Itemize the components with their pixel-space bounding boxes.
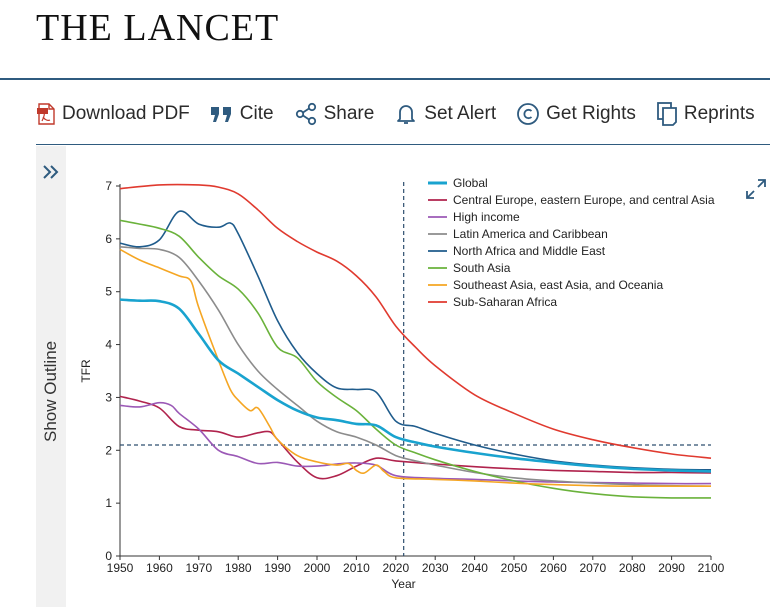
pdf-icon: [36, 103, 56, 125]
y-tick-label: 5: [105, 285, 112, 299]
series-line-sub-saharan-africa: [119, 183, 712, 459]
bell-icon: [394, 102, 418, 126]
x-tick-label: 2020: [382, 561, 409, 575]
x-tick-label: 1990: [264, 561, 291, 575]
legend-label: Global: [453, 176, 488, 190]
x-tick-label: 1960: [146, 561, 173, 575]
get-rights-button[interactable]: Get Rights: [516, 102, 636, 126]
legend-label: Sub-Saharan Africa: [453, 295, 557, 309]
set-alert-button[interactable]: Set Alert: [394, 102, 496, 126]
series-line-southeast-asia-east-asia-and-oceania: [119, 248, 711, 488]
series-line-global: [119, 298, 712, 473]
quote-icon: [210, 104, 234, 124]
download-pdf-label: Download PDF: [62, 103, 190, 124]
x-tick-label: 2000: [304, 561, 331, 575]
reprints-button[interactable]: Reprints: [656, 102, 755, 126]
x-tick-label: 2070: [579, 561, 606, 575]
x-tick-label: 1970: [185, 561, 212, 575]
double-chevron-right-icon[interactable]: [36, 160, 66, 186]
reprints-icon: [656, 102, 678, 126]
x-tick-label: 2100: [698, 561, 725, 575]
legend-label: Central Europe, eastern Europe, and cent…: [453, 193, 715, 207]
cite-button[interactable]: Cite: [210, 103, 274, 125]
share-label: Share: [323, 103, 375, 124]
legend-label: Latin America and Caribbean: [453, 227, 608, 241]
show-outline-toggle[interactable]: Show Outline: [41, 340, 60, 442]
download-pdf-button[interactable]: Download PDF: [36, 103, 190, 125]
article-toolbar: Download PDF Cite Share Set Alert Get Ri…: [36, 86, 770, 142]
expand-icon[interactable]: [745, 178, 767, 200]
site-logo[interactable]: THE LANCET: [36, 7, 280, 49]
x-tick-label: 2010: [343, 561, 370, 575]
toolbar-divider: [36, 144, 770, 145]
y-tick-label: 1: [105, 496, 112, 510]
outline-sidebar: Show Outline: [36, 146, 66, 607]
y-axis-label: TFR: [79, 359, 93, 383]
series-line-north-africa-and-middle-east: [119, 210, 712, 471]
legend-label: High income: [453, 210, 520, 224]
set-alert-label: Set Alert: [424, 103, 497, 124]
series-line-south-asia: [119, 219, 712, 499]
series-line-latin-america-and-caribbean: [119, 246, 712, 487]
y-tick-label: 6: [105, 232, 112, 246]
share-icon: [294, 102, 318, 126]
series-line-central-europe-eastern-europe-and-central-asia: [119, 395, 712, 480]
legend-label: North Africa and Middle East: [453, 244, 606, 258]
x-tick-label: 1980: [225, 561, 252, 575]
x-axis-label: Year: [391, 577, 415, 591]
y-tick-label: 0: [105, 549, 112, 563]
x-tick-label: 2050: [501, 561, 528, 575]
copyright-icon: [516, 102, 540, 126]
x-tick-label: 2060: [540, 561, 567, 575]
x-tick-label: 2040: [461, 561, 488, 575]
x-tick-label: 2030: [422, 561, 449, 575]
y-tick-label: 4: [105, 338, 112, 352]
y-tick-label: 2: [105, 443, 112, 457]
legend-label: Southeast Asia, east Asia, and Oceania: [453, 278, 663, 292]
get-rights-label: Get Rights: [546, 103, 636, 124]
x-tick-label: 2080: [619, 561, 646, 575]
header-divider: [0, 78, 770, 80]
share-button[interactable]: Share: [294, 102, 375, 126]
y-tick-label: 7: [105, 179, 112, 193]
x-tick-label: 1950: [107, 561, 134, 575]
tfr-line-chart: 0 1 2 3 4 5 6 7 1950 1960 1970 1980 1990 2000 2010 2020…: [79, 176, 725, 591]
series-line-high-income: [119, 401, 712, 485]
x-tick-label: 2090: [658, 561, 685, 575]
y-tick-label: 3: [105, 390, 112, 404]
cite-label: Cite: [239, 103, 274, 124]
reprints-label: Reprints: [683, 103, 755, 124]
legend-label: South Asia: [453, 261, 511, 275]
